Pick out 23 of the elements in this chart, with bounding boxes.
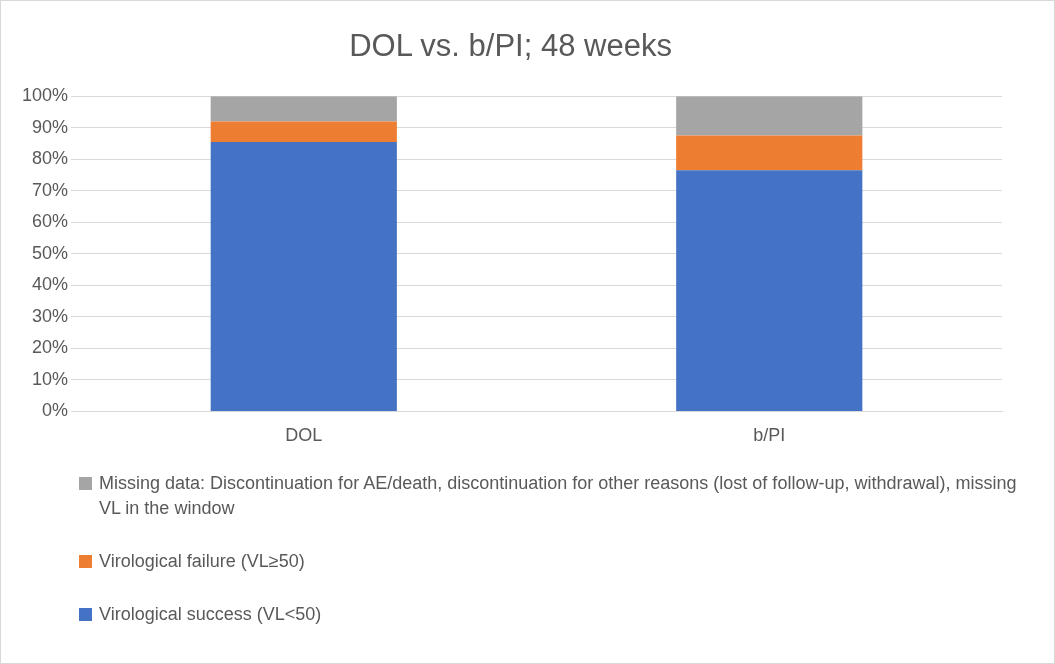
bar (676, 170, 863, 411)
y-tick-label: 90% (32, 116, 69, 137)
y-tick-label: 0% (42, 400, 69, 421)
y-tick-label: 40% (32, 274, 69, 295)
chart-title: DOL vs. b/PI; 48 weeks (349, 28, 672, 64)
y-tick-label: 30% (32, 305, 69, 326)
legend-label: Missing data: Discontinuation for AE/death, discontinuation for other reasons (lost of follow-up, withdrawal), missing VL in the window (99, 472, 1018, 520)
legend-label: Virological failure (VL≥50) (99, 550, 305, 573)
bar (676, 135, 863, 171)
bar (210, 121, 397, 142)
legend-label: Virological success (VL<50) (99, 603, 322, 626)
y-tick-label: 70% (32, 179, 69, 200)
x-tick-label: b/PI (753, 425, 786, 446)
bar (210, 96, 397, 122)
bar (210, 141, 397, 411)
y-tick-label: 50% (32, 242, 69, 263)
y-tick-label: 80% (32, 148, 69, 169)
y-tick-label: 100% (21, 85, 69, 106)
y-tick-label: 60% (32, 211, 69, 232)
bar (676, 96, 863, 136)
y-tick-label: 10% (32, 368, 69, 389)
y-tick-label: 20% (32, 337, 69, 358)
x-tick-label: DOL (285, 425, 323, 446)
